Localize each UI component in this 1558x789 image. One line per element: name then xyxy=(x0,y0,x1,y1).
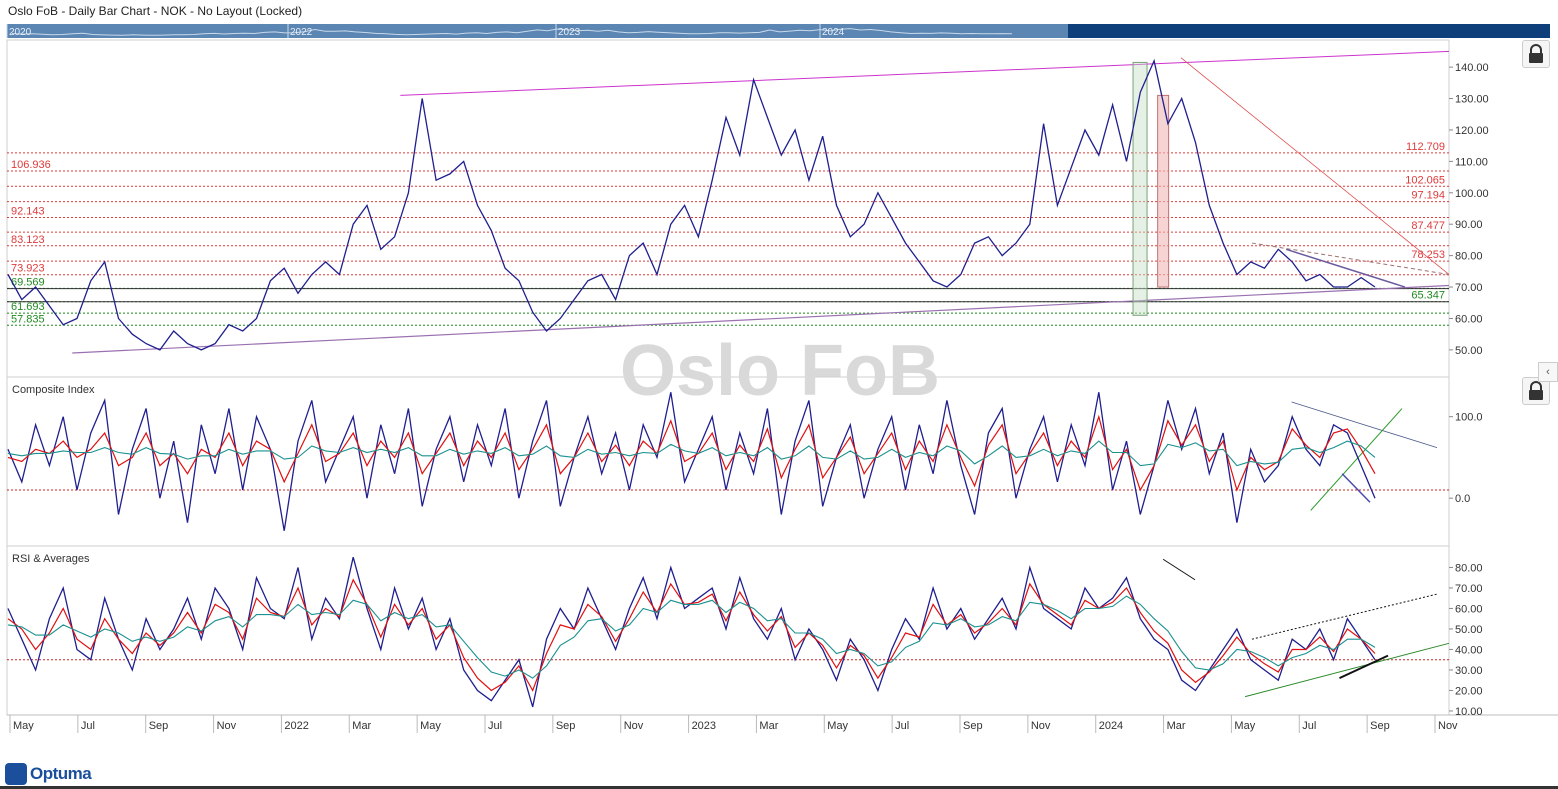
y-tick-label: 120.00 xyxy=(1455,125,1489,137)
series-line-2-2 xyxy=(7,595,1376,679)
y-tick-label: 80.00 xyxy=(1455,251,1483,263)
dashed-trend-line xyxy=(1251,242,1450,275)
lock-icon xyxy=(1529,381,1543,400)
y-tick-label: 110.00 xyxy=(1455,156,1488,168)
y-tick-label: 30.00 xyxy=(1455,665,1483,677)
composite-rising-trendline xyxy=(1310,408,1403,511)
navigator-year-label: 2020 xyxy=(9,27,32,38)
support-level-label: 65.347 xyxy=(1411,290,1445,302)
window-title: Oslo FoB - Daily Bar Chart - NOK - No La… xyxy=(8,4,303,18)
y-tick-label: 140.00 xyxy=(1455,62,1489,74)
x-tick-label: Sep xyxy=(1370,720,1390,732)
y-tick-label: 80.00 xyxy=(1455,562,1483,574)
navigator-strip[interactable] xyxy=(7,24,1068,38)
watermark: Oslo FoB xyxy=(620,331,940,411)
x-tick-label: Jul xyxy=(1302,720,1316,732)
fib-level-label: 112.709 xyxy=(1406,141,1445,153)
lock-icon xyxy=(1529,44,1543,63)
x-tick-label: Jul xyxy=(488,720,502,732)
y-tick-label: 90.00 xyxy=(1455,219,1483,231)
highlight-box-green xyxy=(1132,61,1148,316)
navigator-year-label: 2023 xyxy=(558,27,581,38)
y-tick-label: 0.0 xyxy=(1455,493,1470,505)
lower-channel-line xyxy=(72,284,1450,354)
series-line-2-0 xyxy=(7,557,1376,708)
fib-level-label: 73.923 xyxy=(11,263,45,275)
x-tick-label: Nov xyxy=(1031,720,1051,732)
y-tick-label: 40.00 xyxy=(1455,644,1483,656)
navigator-year-label: 2024 xyxy=(822,27,845,38)
x-tick-label: 2022 xyxy=(284,720,308,732)
fib-level-label: 83.123 xyxy=(11,234,45,246)
x-tick-label: 2023 xyxy=(692,720,716,732)
support-level-label: 69.569 xyxy=(11,276,45,288)
x-tick-label: Sep xyxy=(556,720,576,732)
x-tick-label: May xyxy=(420,720,441,732)
highlight-box-red xyxy=(1157,94,1170,288)
bottom-bar xyxy=(0,786,1558,789)
series-line-1-1 xyxy=(7,414,1376,492)
panel-title-composite: Composite Index xyxy=(12,384,95,396)
rsi-upper-dotted-trendline xyxy=(1251,593,1438,640)
composite-upper-trendline xyxy=(1291,401,1438,449)
optuma-logo-icon xyxy=(5,763,27,785)
fib-level-label: 92.143 xyxy=(11,205,45,217)
y-tick-label: 50.00 xyxy=(1455,345,1483,357)
y-tick-label: 60.00 xyxy=(1455,313,1483,325)
optuma-logo-text: Optuma xyxy=(30,764,92,783)
y-tick-label: 50.00 xyxy=(1455,624,1483,636)
upper-channel-line xyxy=(400,50,1450,96)
fib-level-label: 106.936 xyxy=(11,159,51,171)
x-tick-label: Nov xyxy=(1438,720,1458,732)
panel-title-rsi: RSI & Averages xyxy=(12,553,90,565)
rsi-divergence-line xyxy=(1162,558,1196,581)
downtrend-line xyxy=(1180,57,1450,275)
support-level-label: 57.835 xyxy=(11,313,45,325)
optuma-logo: Optuma xyxy=(5,761,92,787)
rsi-black-trendline xyxy=(1339,654,1389,680)
series-line-0-0 xyxy=(7,58,1376,351)
x-tick-label: Mar xyxy=(1167,720,1186,732)
fib-level-label: 87.477 xyxy=(1411,220,1445,232)
y-tick-label: 10.00 xyxy=(1455,706,1483,718)
x-tick-label: Jul xyxy=(81,720,95,732)
x-tick-label: Jul xyxy=(895,720,909,732)
x-tick-label: May xyxy=(1234,720,1255,732)
series-line-1-2 xyxy=(7,440,1376,467)
x-tick-label: May xyxy=(13,720,34,732)
x-tick-label: Mar xyxy=(352,720,371,732)
x-tick-label: Mar xyxy=(759,720,778,732)
y-tick-label: 60.00 xyxy=(1455,603,1483,615)
support-level-label: 61.693 xyxy=(11,301,45,313)
y-tick-label: 130.00 xyxy=(1455,94,1489,106)
collapse-panel-button[interactable]: ‹ xyxy=(1538,362,1558,382)
x-tick-label: Sep xyxy=(149,720,169,732)
rsi-rising-trendline xyxy=(1245,642,1450,698)
fib-level-label: 102.065 xyxy=(1405,174,1445,186)
y-tick-label: 70.00 xyxy=(1455,282,1483,294)
series-line-2-1 xyxy=(7,578,1376,692)
lock-indicator-panel-button[interactable] xyxy=(1522,377,1550,405)
resistance-line xyxy=(1285,248,1406,288)
x-tick-label: 2024 xyxy=(1099,720,1123,732)
chevron-left-icon: ‹ xyxy=(1546,366,1550,378)
navigator-sparkline xyxy=(11,28,1013,36)
x-tick-label: Nov xyxy=(217,720,237,732)
x-tick-label: Sep xyxy=(963,720,983,732)
x-tick-label: Nov xyxy=(624,720,644,732)
y-tick-label: 100.00 xyxy=(1455,188,1489,200)
navigator-year-label: 2022 xyxy=(290,27,313,38)
series-line-1-0 xyxy=(7,392,1376,531)
fib-level-label: 78.253 xyxy=(1411,249,1445,261)
x-tick-label: May xyxy=(827,720,848,732)
y-tick-label: 20.00 xyxy=(1455,685,1483,697)
lock-price-panel-button[interactable] xyxy=(1522,40,1550,68)
y-tick-label: 70.00 xyxy=(1455,583,1483,595)
y-tick-label: 100.0 xyxy=(1455,412,1483,424)
fib-level-label: 97.194 xyxy=(1411,190,1445,202)
navigator-window[interactable] xyxy=(1068,24,1550,38)
composite-falling-trendline xyxy=(1341,473,1371,503)
